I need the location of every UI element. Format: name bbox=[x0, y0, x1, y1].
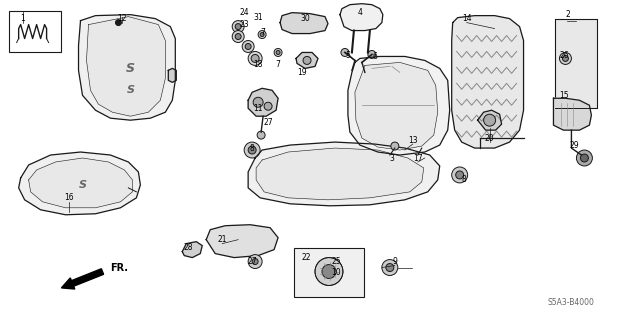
Text: 27: 27 bbox=[248, 257, 257, 266]
Polygon shape bbox=[280, 13, 328, 34]
Bar bbox=[294, 248, 364, 297]
Polygon shape bbox=[478, 110, 501, 130]
Text: S5A3-B4000: S5A3-B4000 bbox=[547, 298, 594, 307]
Text: 23: 23 bbox=[239, 20, 249, 29]
Circle shape bbox=[115, 20, 122, 26]
Text: 25: 25 bbox=[331, 257, 341, 266]
Text: 21: 21 bbox=[217, 235, 227, 244]
FancyArrow shape bbox=[61, 269, 103, 289]
Circle shape bbox=[235, 24, 241, 29]
Text: 28: 28 bbox=[183, 243, 193, 252]
Text: 8: 8 bbox=[461, 175, 466, 184]
Text: 18: 18 bbox=[253, 60, 263, 69]
Polygon shape bbox=[348, 56, 450, 155]
Text: 8: 8 bbox=[249, 144, 255, 153]
Text: 20: 20 bbox=[485, 133, 495, 143]
Text: 15: 15 bbox=[559, 91, 570, 100]
Circle shape bbox=[563, 55, 568, 61]
Text: S: S bbox=[127, 85, 134, 95]
Text: 17: 17 bbox=[413, 154, 423, 163]
Polygon shape bbox=[248, 88, 278, 116]
Polygon shape bbox=[79, 15, 175, 120]
Circle shape bbox=[264, 102, 272, 110]
Polygon shape bbox=[296, 52, 318, 68]
Text: 24: 24 bbox=[239, 8, 249, 17]
Circle shape bbox=[368, 51, 376, 59]
Circle shape bbox=[315, 258, 343, 285]
Circle shape bbox=[253, 97, 263, 107]
Circle shape bbox=[242, 41, 254, 52]
Circle shape bbox=[232, 31, 244, 43]
Circle shape bbox=[576, 150, 592, 166]
Polygon shape bbox=[256, 148, 424, 200]
Text: 31: 31 bbox=[253, 13, 263, 22]
Circle shape bbox=[251, 54, 259, 62]
Circle shape bbox=[580, 154, 588, 162]
Circle shape bbox=[341, 49, 349, 56]
Text: 9: 9 bbox=[392, 257, 398, 266]
Text: 3: 3 bbox=[389, 154, 394, 163]
Circle shape bbox=[258, 31, 266, 38]
Text: 11: 11 bbox=[253, 104, 263, 113]
Circle shape bbox=[276, 51, 280, 54]
Polygon shape bbox=[19, 152, 140, 215]
Polygon shape bbox=[28, 158, 132, 208]
Circle shape bbox=[274, 49, 282, 56]
Text: 7: 7 bbox=[276, 60, 280, 69]
Text: 13: 13 bbox=[408, 136, 418, 145]
Circle shape bbox=[232, 20, 244, 33]
Bar bbox=[9, 11, 60, 52]
Circle shape bbox=[252, 259, 258, 265]
Circle shape bbox=[559, 52, 571, 64]
Text: 2: 2 bbox=[565, 10, 570, 19]
Polygon shape bbox=[554, 98, 592, 130]
Circle shape bbox=[391, 142, 399, 150]
Circle shape bbox=[260, 33, 264, 36]
Circle shape bbox=[382, 260, 398, 276]
Polygon shape bbox=[340, 4, 383, 31]
Circle shape bbox=[303, 56, 311, 64]
Text: S: S bbox=[126, 62, 135, 75]
Circle shape bbox=[248, 52, 262, 65]
Text: 27: 27 bbox=[263, 118, 273, 127]
Text: 12: 12 bbox=[118, 14, 127, 23]
Circle shape bbox=[248, 146, 256, 154]
Circle shape bbox=[248, 255, 262, 268]
Text: 6: 6 bbox=[372, 52, 377, 61]
Polygon shape bbox=[248, 142, 440, 206]
Polygon shape bbox=[452, 16, 524, 148]
Circle shape bbox=[452, 167, 467, 183]
Text: 19: 19 bbox=[297, 68, 307, 77]
Circle shape bbox=[245, 44, 251, 50]
Text: S: S bbox=[79, 180, 86, 190]
Text: 10: 10 bbox=[331, 268, 341, 277]
Circle shape bbox=[244, 142, 260, 158]
Polygon shape bbox=[168, 68, 176, 82]
Text: 5: 5 bbox=[345, 51, 350, 60]
Circle shape bbox=[484, 114, 496, 126]
Text: 30: 30 bbox=[300, 14, 310, 23]
Polygon shape bbox=[86, 17, 165, 116]
Circle shape bbox=[257, 131, 265, 139]
Text: 29: 29 bbox=[570, 140, 579, 149]
Polygon shape bbox=[182, 242, 202, 258]
Text: 1: 1 bbox=[20, 14, 25, 23]
Text: 22: 22 bbox=[301, 253, 311, 262]
Bar bbox=[556, 19, 597, 108]
Text: 14: 14 bbox=[462, 14, 471, 23]
Text: FR.: FR. bbox=[110, 262, 129, 273]
Text: 16: 16 bbox=[64, 193, 73, 202]
Circle shape bbox=[235, 34, 241, 40]
Polygon shape bbox=[355, 62, 438, 150]
Circle shape bbox=[386, 264, 394, 271]
Text: 4: 4 bbox=[357, 8, 362, 17]
Polygon shape bbox=[206, 225, 278, 258]
Text: 7: 7 bbox=[261, 28, 266, 37]
Circle shape bbox=[322, 265, 336, 278]
Circle shape bbox=[455, 171, 464, 179]
Text: 26: 26 bbox=[559, 51, 570, 60]
